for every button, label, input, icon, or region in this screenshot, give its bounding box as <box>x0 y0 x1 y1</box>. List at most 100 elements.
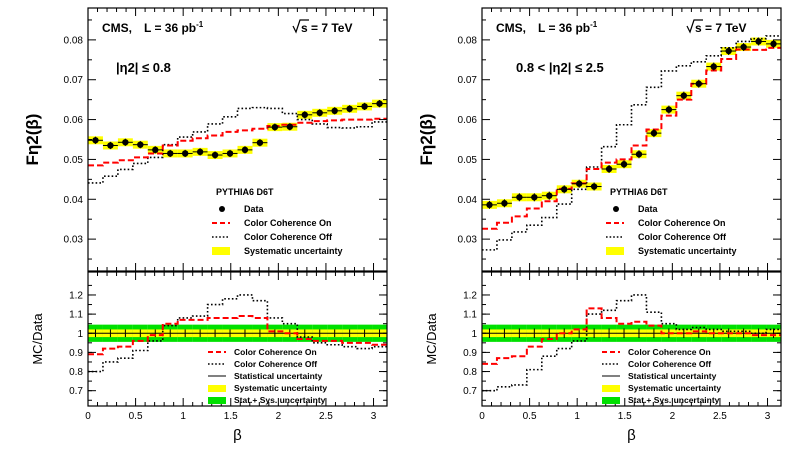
ratio-y-tick-label: 1.1 <box>463 310 477 321</box>
ratio-series-color-coherence-off <box>88 294 387 373</box>
data-point <box>546 192 553 199</box>
region-label: 0.8 < |η2| ≤ 2.5 <box>516 60 604 75</box>
data-point <box>346 105 353 113</box>
ratio-legend-swatch-syst <box>602 385 620 392</box>
panel-2: 0.03 0.04 0.05 0.06 0.07 0.08 CMS, L = 36 pb-1 s… <box>417 7 782 444</box>
data-point <box>605 165 613 173</box>
data-point <box>241 146 249 154</box>
legend-label-color-off: Color Coherence Off <box>244 232 333 242</box>
data-point <box>590 183 598 190</box>
header-text: CMS, L = 36 pb-1 <box>102 20 204 35</box>
data-point <box>620 161 628 168</box>
data-point <box>635 151 643 158</box>
panel-1: 0.03 0.04 0.05 0.06 0.07 0.08 CMS, L = 36 pb-1 s… <box>23 7 388 444</box>
x-tick-label: 3 <box>765 411 771 422</box>
ratio-y-tick-label: 0.7 <box>69 386 83 397</box>
lumi-exponent: -1 <box>590 20 598 29</box>
x-tick-label: 1.5 <box>224 411 238 422</box>
x-tick-label: 0 <box>85 411 91 422</box>
y-tick-label: 0.03 <box>458 235 478 246</box>
ratio-legend-swatch-statsys <box>208 397 226 404</box>
data-point <box>137 141 144 148</box>
data-point <box>680 92 688 99</box>
data-point <box>755 38 762 45</box>
y-tick-label: 0.04 <box>64 195 84 206</box>
ratio-y-tick-label: 1 <box>77 329 83 340</box>
data-point <box>316 109 323 117</box>
legend-swatch-data <box>613 206 619 212</box>
x-tick-label: 2 <box>670 411 676 422</box>
ratio-legend-swatch-syst <box>208 385 226 392</box>
ratio-y-tick-label: 1.2 <box>69 290 83 301</box>
ratio-y-tick-label: 0.8 <box>69 367 83 378</box>
main-frame <box>481 7 782 272</box>
ratio-y-tick-label: 1 <box>471 329 477 340</box>
ratio-y-tick-label: 1.2 <box>463 290 477 301</box>
data-point <box>196 148 204 156</box>
ratio-series-color-coherence-on <box>88 315 387 356</box>
y-tick-label: 0.07 <box>458 75 478 86</box>
energy-label: s = 7 TeV <box>695 21 746 35</box>
data-point <box>92 137 99 144</box>
data-point <box>286 123 294 130</box>
ratio-legend-swatch-statsys <box>602 397 620 404</box>
experiment-label: CMS, <box>102 21 132 35</box>
data-point <box>695 80 702 87</box>
legend-swatch-syst <box>606 247 624 255</box>
ratio-y-axis-label: MC/Data <box>424 313 439 365</box>
data-point <box>516 194 523 201</box>
x-axis-label: β <box>627 427 636 444</box>
ratio-y-tick-label: 0.9 <box>463 348 477 359</box>
y-tick-label: 0.05 <box>458 155 478 166</box>
y-tick-label: 0.08 <box>458 35 478 46</box>
data-point <box>561 186 568 193</box>
x-tick-label: 0.5 <box>523 411 537 422</box>
lumi-label: L = 36 pb <box>538 21 590 35</box>
data-point <box>256 139 264 146</box>
x-axis-label: β <box>233 427 242 444</box>
ratio-legend-label-stat: Statistical uncertainty <box>628 371 717 381</box>
sqrt-sign <box>686 19 703 34</box>
energy-label: s = 7 TeV <box>301 21 352 35</box>
ratio-legend-label-syst: Systematic uncertainty <box>234 383 327 393</box>
y-tick-label: 0.05 <box>64 155 84 166</box>
data-point <box>122 139 129 146</box>
data-point <box>650 129 658 137</box>
y-tick-label: 0.08 <box>64 35 84 46</box>
region-label: |η2| ≤ 0.8 <box>116 60 171 75</box>
y-tick-label: 0.06 <box>458 115 478 126</box>
lumi-label: L = 36 pb <box>144 21 196 35</box>
legend-label-syst: Systematic uncertainty <box>638 246 737 256</box>
data-point <box>107 142 114 149</box>
ratio-legend-label-on: Color Coherence On <box>234 347 317 357</box>
data-point <box>211 151 219 159</box>
data-point <box>740 43 747 51</box>
ratio-y-tick-label: 0.9 <box>69 348 83 359</box>
data-point <box>361 103 368 110</box>
ratio-legend-label-on: Color Coherence On <box>628 347 711 357</box>
legend-label-data: Data <box>638 204 659 214</box>
ratio-frame <box>481 271 782 407</box>
data-point <box>152 146 159 154</box>
ratio-legend-label-syst: Systematic uncertainty <box>628 383 721 393</box>
data-point <box>501 200 508 207</box>
legend-label-data: Data <box>244 204 265 214</box>
legend-swatch-data <box>219 206 225 212</box>
ratio-legend-label-statsys: Stat.+ Sys. uncertainty <box>234 395 326 405</box>
lumi-exponent: -1 <box>196 20 204 29</box>
ratio-legend-label-stat: Statistical uncertainty <box>234 371 323 381</box>
data-point <box>665 106 673 113</box>
y-axis-label: Fη2(β) <box>417 114 436 166</box>
ratio-y-tick-label: 1.1 <box>69 310 83 321</box>
x-tick-label: 0 <box>479 411 485 422</box>
ratio-frame <box>87 271 388 407</box>
data-point <box>376 100 383 107</box>
x-tick-label: 1 <box>574 411 580 422</box>
main-plot-area <box>88 8 387 271</box>
data-point <box>725 47 732 55</box>
y-axis-label: Fη2(β) <box>23 114 42 166</box>
data-point <box>575 180 583 187</box>
y-tick-label: 0.03 <box>64 235 84 246</box>
ratio-y-axis-label: MC/Data <box>30 313 45 365</box>
